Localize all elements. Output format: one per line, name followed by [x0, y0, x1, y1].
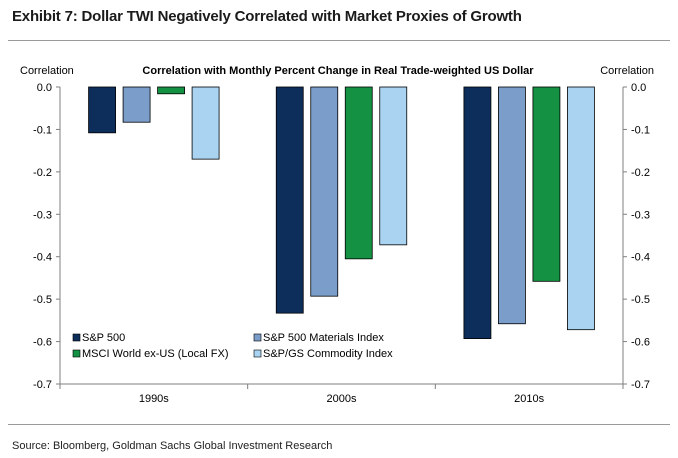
legend-swatch	[72, 349, 81, 358]
bar	[157, 86, 185, 95]
y-tick-label-left: -0.3	[33, 209, 52, 221]
legend-swatch	[253, 349, 262, 358]
y-tick-label-right: -0.3	[631, 209, 650, 221]
y-tick-label-right: -0.4	[631, 252, 650, 264]
y-tick-label-left: -0.1	[33, 124, 52, 136]
x-category-label: 2000s	[327, 393, 357, 405]
y-tick-label-right: -0.2	[631, 167, 650, 179]
legend-label: S&P 500	[82, 332, 125, 344]
bar	[191, 86, 220, 160]
bar	[379, 86, 408, 246]
y-tick-label-right: -0.6	[631, 337, 650, 349]
bar	[122, 86, 151, 123]
y-tick-label-right: -0.5	[631, 294, 650, 306]
x-category-label: 2010s	[514, 393, 544, 405]
legend-label: MSCI World ex-US (Local FX)	[82, 348, 229, 360]
x-category-label: 1990s	[139, 393, 169, 405]
top-rule	[8, 40, 670, 41]
chart-title: Correlation with Monthly Percent Change …	[142, 65, 534, 77]
bar	[344, 86, 373, 260]
y-tick-label-left: 0.0	[37, 82, 52, 94]
y-tick-label-right: -0.1	[631, 124, 650, 136]
bottom-rule	[8, 424, 670, 425]
y-tick-label-right: -0.7	[631, 379, 650, 391]
legend-swatch	[72, 333, 81, 342]
bar	[463, 86, 492, 340]
y-axis-label-right: Correlation	[600, 65, 654, 77]
bar	[88, 86, 116, 134]
y-tick-label-left: -0.4	[33, 252, 52, 264]
bar	[532, 86, 561, 282]
y-tick-label-left: -0.6	[33, 337, 52, 349]
legend-swatch	[253, 333, 262, 342]
exhibit-title: Exhibit 7: Dollar TWI Negatively Correla…	[12, 8, 522, 25]
y-tick-label-left: -0.7	[33, 379, 52, 391]
y-axis-label-left: Correlation	[20, 65, 74, 77]
legend-label: S&P 500 Materials Index	[263, 332, 384, 344]
bar	[567, 86, 595, 331]
bar	[498, 86, 526, 325]
bar	[310, 86, 339, 297]
y-tick-label-right: 0.0	[631, 82, 646, 94]
y-tick-label-left: -0.5	[33, 294, 52, 306]
y-tick-label-left: -0.2	[33, 167, 52, 179]
source-note: Source: Bloomberg, Goldman Sachs Global …	[12, 440, 333, 452]
legend-label: S&P/GS Commodity Index	[263, 348, 393, 360]
bar	[275, 86, 304, 314]
plot-area: 0.0 0.0 -0.1 -0.1 -0.2 -0.2 -0.3 -0.3 -0.4 -0.4 -0…	[33, 82, 650, 405]
